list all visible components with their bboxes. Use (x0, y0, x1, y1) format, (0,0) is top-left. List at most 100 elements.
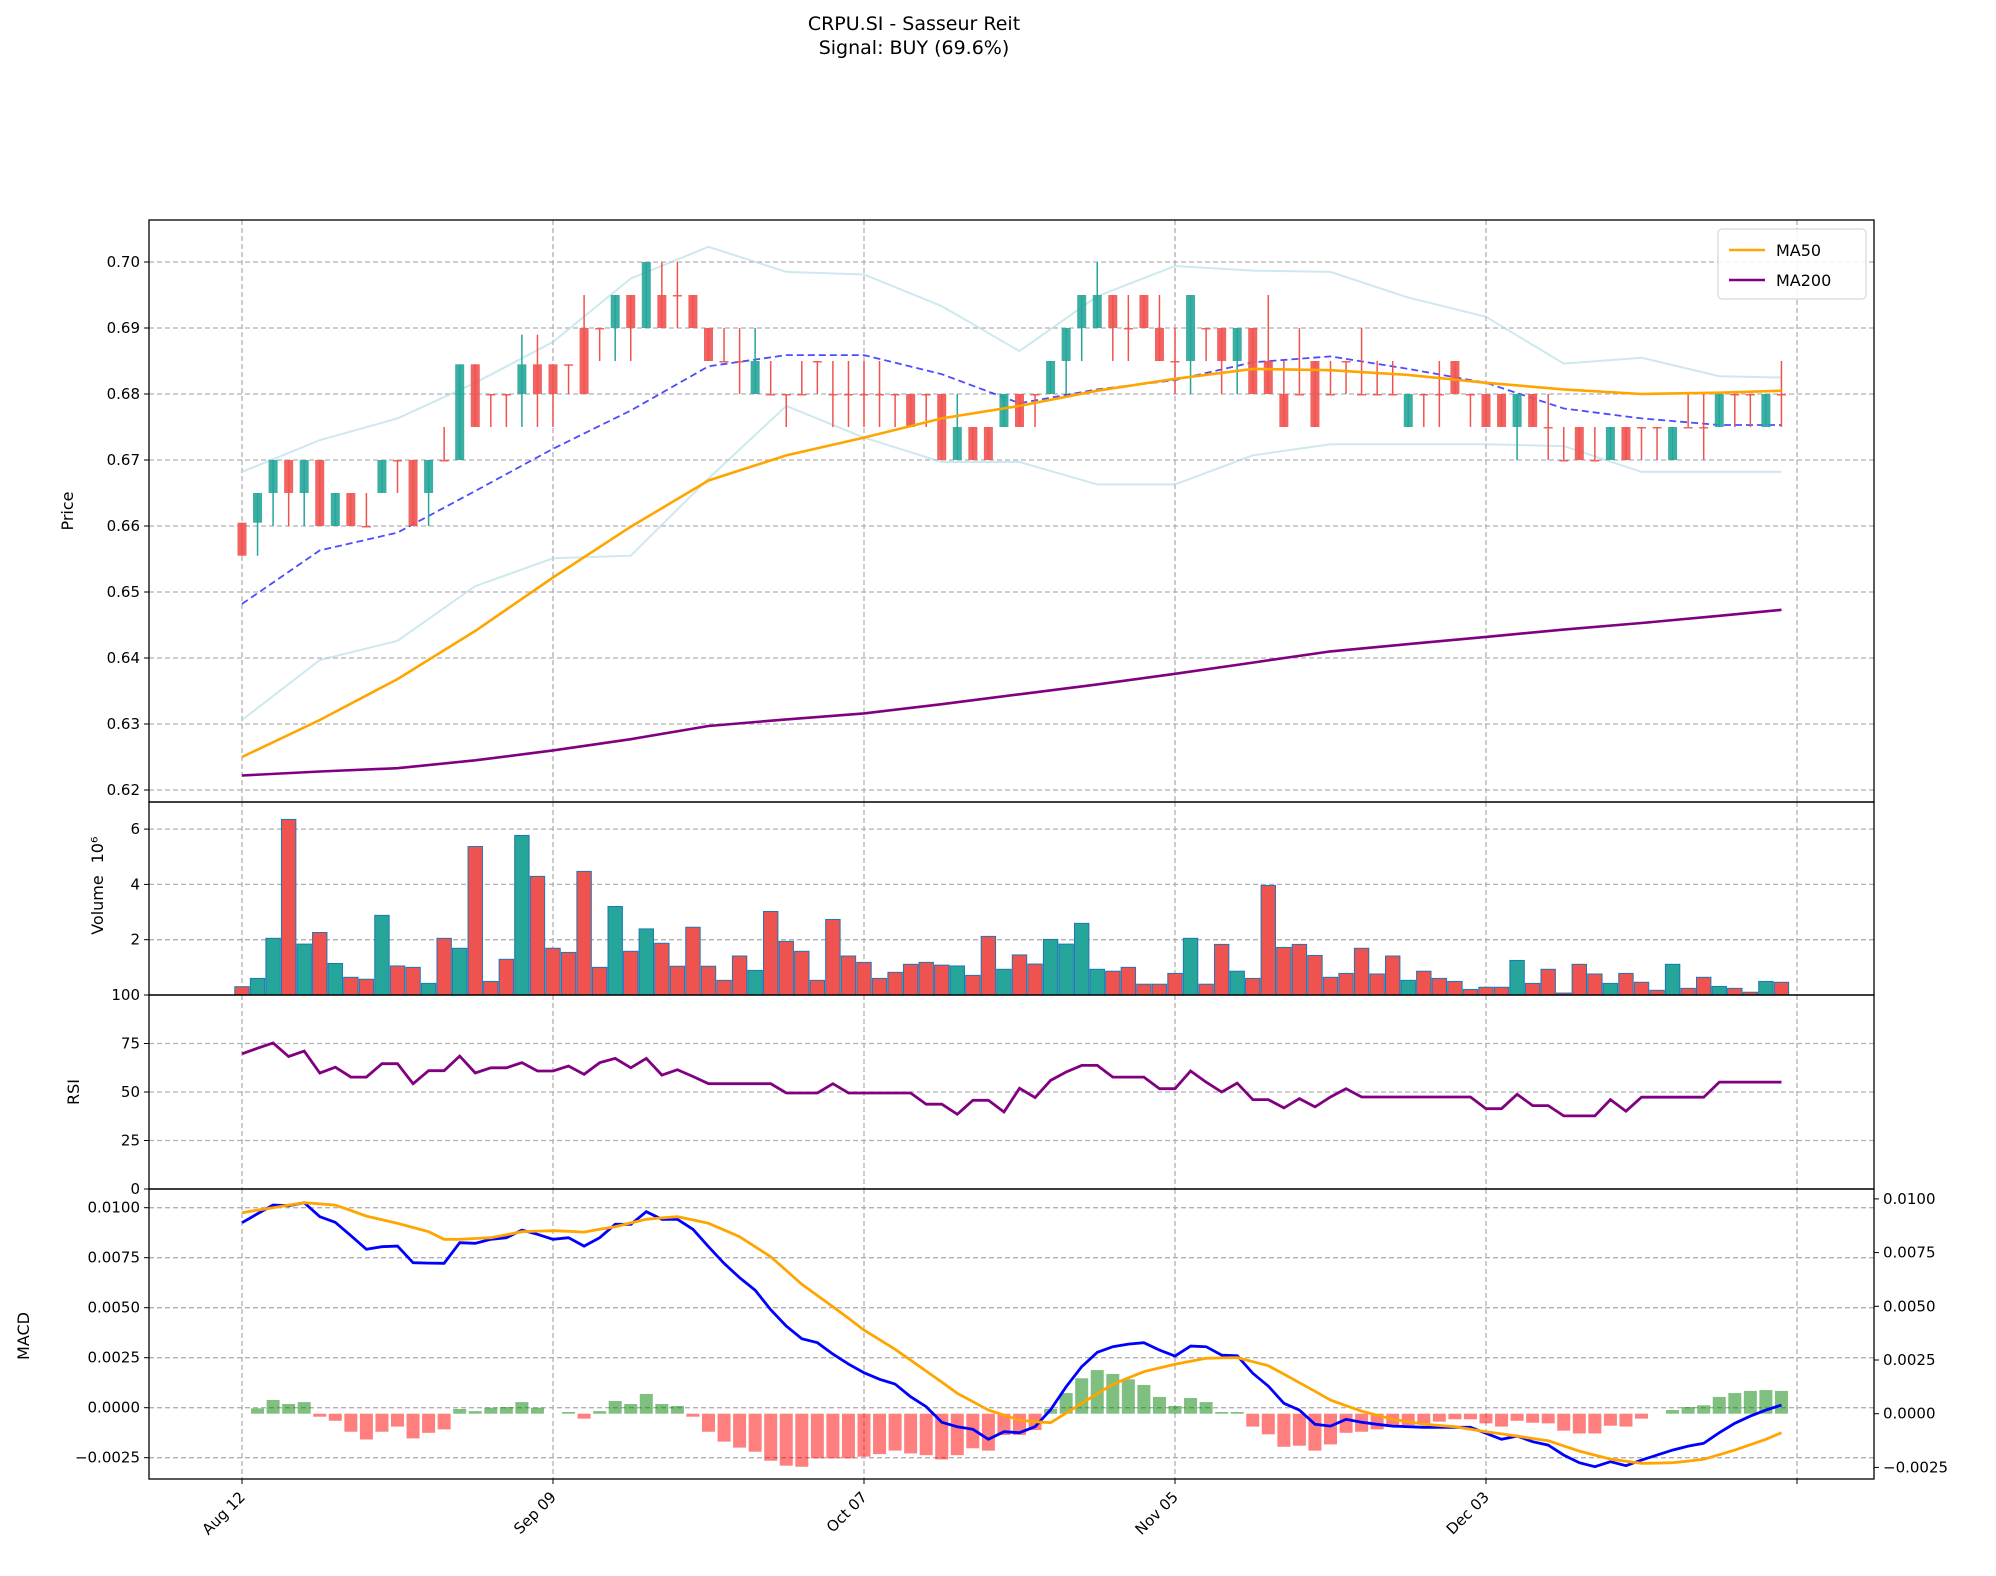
macd-histogram-bar (297, 1402, 311, 1414)
macd-right-y-tick-label: 0.0075 (1883, 1244, 1936, 1262)
volume-bar (1478, 986, 1494, 996)
candle-body (875, 394, 885, 396)
candle-body (1170, 361, 1180, 363)
candle (937, 394, 947, 460)
candle (1217, 328, 1227, 394)
volume-bar (514, 834, 530, 996)
candle (1652, 427, 1662, 460)
macd-histogram-bar (702, 1413, 715, 1432)
candle-body (1388, 394, 1398, 396)
price-axis-label: Price (58, 491, 77, 530)
candle (812, 361, 822, 394)
macd-histogram-bar (686, 1413, 700, 1417)
candle-body (890, 394, 900, 396)
price-y-tick-label: 0.68 (107, 385, 140, 403)
candle (1046, 361, 1056, 394)
macd-histogram-bar (779, 1413, 793, 1466)
candle (1497, 394, 1507, 427)
macd-axis-label: MACD (14, 1312, 33, 1360)
candle (1621, 427, 1631, 460)
macd-histogram-bar (1059, 1393, 1073, 1414)
candle-body (1248, 328, 1258, 394)
volume-bar (871, 977, 888, 996)
candle (641, 262, 651, 328)
volume-bar (389, 965, 406, 996)
candle (1201, 328, 1211, 361)
price-y-tick-label: 0.64 (107, 649, 140, 667)
volume-bar (1680, 987, 1696, 996)
candle (424, 460, 434, 526)
candle (766, 361, 776, 396)
macd-histogram-bar (313, 1413, 327, 1417)
volume-bar (1571, 963, 1587, 996)
candle-body (1621, 427, 1631, 460)
macd-histogram-bar (1075, 1378, 1089, 1414)
macd-histogram-bar (904, 1413, 918, 1454)
volume-bar (747, 969, 763, 996)
volume-bar (1493, 986, 1510, 996)
macd-histogram-bar (655, 1404, 669, 1414)
volume-bar (763, 910, 779, 996)
candle-body (501, 394, 511, 396)
volume-bar (1773, 981, 1790, 996)
candle-body (315, 460, 325, 526)
candle (548, 364, 558, 427)
macd-histogram-bar (1510, 1413, 1524, 1421)
volume-bar (1524, 982, 1541, 996)
volume-bar (778, 940, 794, 996)
candle-body (626, 295, 636, 328)
volume-bar (934, 964, 950, 996)
volume-bar (809, 979, 826, 996)
candle-body (1077, 295, 1087, 328)
macd-left-y-tick-label: 0.0000 (88, 1399, 141, 1417)
volume-axis-label: Volume (88, 875, 107, 935)
macd-histogram-bar (1417, 1413, 1431, 1424)
macd-histogram-bar (841, 1413, 855, 1459)
volume-bar (949, 965, 965, 996)
macd-left-y-tick-label: 0.0025 (88, 1349, 141, 1367)
candle (455, 364, 465, 460)
candle (1186, 295, 1196, 394)
macd-histogram-bar (670, 1405, 684, 1414)
macd-histogram-bar (1697, 1405, 1711, 1414)
candle (999, 394, 1009, 427)
price-y-tick-label: 0.69 (107, 319, 140, 337)
volume-bar (996, 968, 1012, 996)
price-y-tick-label: 0.66 (107, 517, 140, 535)
macd-histogram-bar (1292, 1413, 1306, 1446)
macd-histogram-bar (888, 1413, 902, 1451)
macd-right-y-tick-label: 0.0025 (1883, 1351, 1936, 1369)
macd-histogram-bar (810, 1413, 824, 1459)
volume-bar (1198, 983, 1214, 996)
volume-bar (1120, 966, 1137, 996)
macd-histogram-bar (1603, 1413, 1617, 1426)
candle (688, 295, 698, 328)
macd-histogram-bar (717, 1413, 731, 1442)
candle-body (1403, 394, 1413, 427)
candle (1030, 394, 1040, 427)
volume-bar (560, 951, 577, 996)
macd-histogram-bar (562, 1411, 576, 1414)
macd-histogram-bar (251, 1408, 265, 1414)
macd-histogram-bar (1448, 1413, 1462, 1420)
candle-body (1730, 394, 1740, 396)
macd-histogram-bar (608, 1401, 622, 1414)
candle (268, 460, 278, 526)
vol-panel-frame (148, 801, 1875, 996)
candle (1450, 361, 1460, 394)
candle-body (952, 427, 962, 460)
candle-body (937, 394, 947, 460)
candle (1745, 394, 1755, 427)
volume-bar (887, 971, 903, 996)
macd-histogram-bar (1557, 1413, 1571, 1431)
candle (408, 460, 418, 526)
candle (1326, 361, 1335, 396)
macd-histogram-bar (515, 1402, 529, 1414)
candle-body (1465, 394, 1475, 396)
volume-bar (1602, 982, 1619, 996)
macd-histogram-bar (437, 1413, 451, 1430)
volume-bar (1353, 947, 1370, 996)
candle-body (1761, 394, 1771, 427)
candle (1123, 295, 1133, 361)
